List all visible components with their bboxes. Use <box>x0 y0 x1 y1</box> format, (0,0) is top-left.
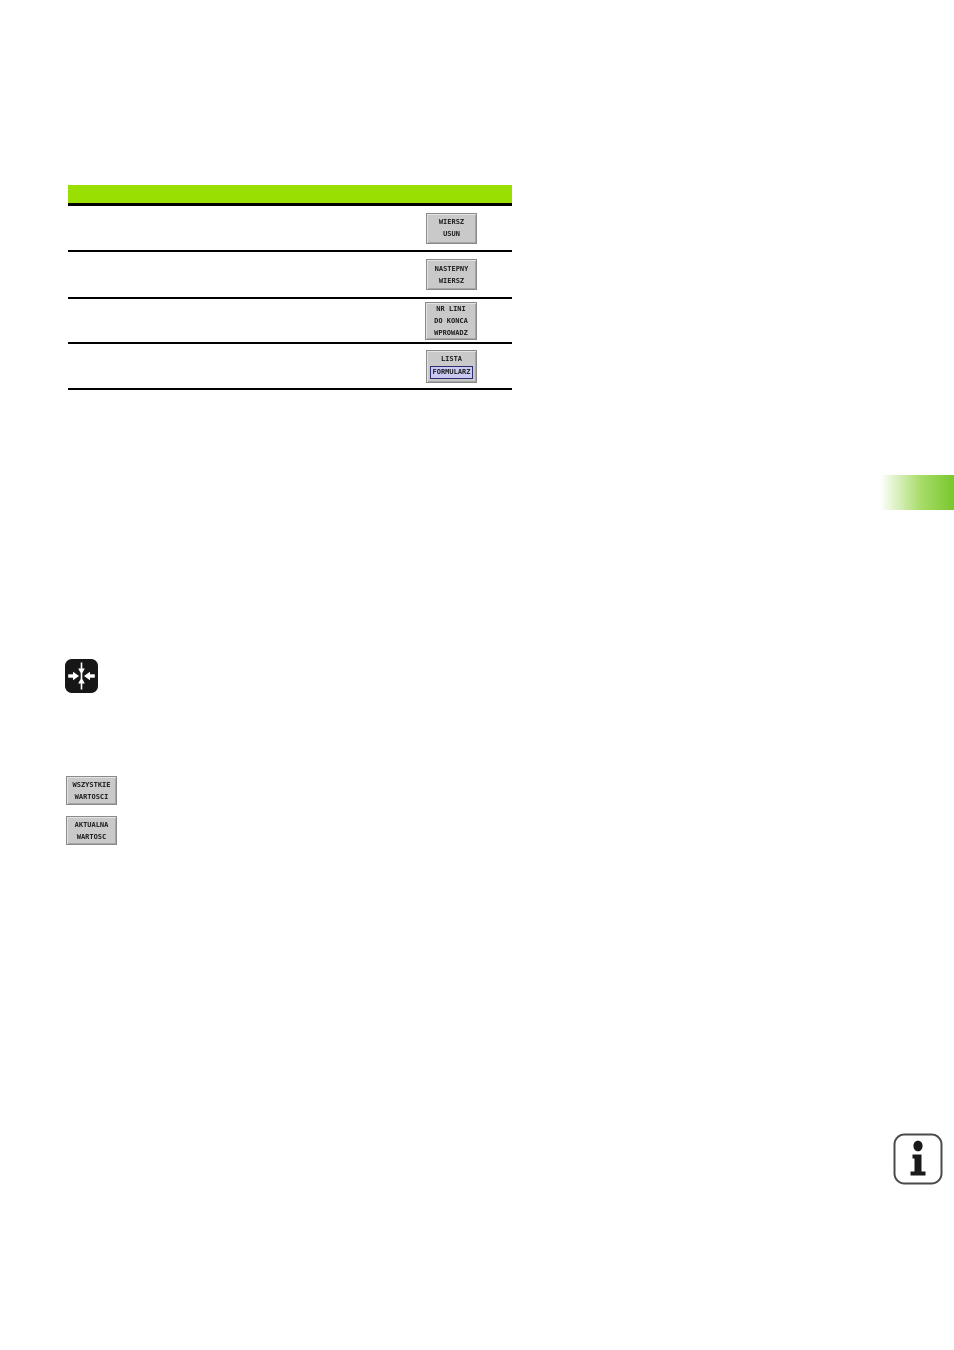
softkey-label: AKTUALNA <box>74 820 109 829</box>
softkey-label: WIERSZ <box>438 276 465 285</box>
softkey-label: NR LINI <box>436 304 466 313</box>
softkey-aktualna-wartosc-wrap: AKTUALNA WARTOSC <box>66 816 117 845</box>
softkey-table: WIERSZ USUN NASTEPNY WIERSZ NR LINI DO K… <box>68 185 512 390</box>
table-row: NR LINI DO KONCA WPROWADZ <box>68 299 512 344</box>
softkey-label: LISTA <box>440 355 463 363</box>
table-header-bar <box>68 185 512 206</box>
actual-position-capture-icon <box>65 659 98 693</box>
softkey-nastepny-wiersz: NASTEPNY WIERSZ <box>426 259 477 290</box>
softkey-label: WPROWADZ <box>434 328 468 337</box>
softkey-label: USUN <box>443 230 460 238</box>
table-row: NASTEPNY WIERSZ <box>68 252 512 299</box>
softkey-label: WSZYSTKIE <box>72 780 111 789</box>
softkey-wszystkie-wartosci-wrap: WSZYSTKIE WARTOSCI <box>66 776 117 805</box>
chapter-tab-gradient <box>880 475 954 510</box>
softkey-label: WARTOSCI <box>74 792 109 801</box>
softkey-label: WARTOSC <box>76 832 107 841</box>
table-row: LISTA FORMULARZ <box>68 344 512 390</box>
softkey-wiersz-usun: WIERSZ USUN <box>426 212 477 244</box>
softkey-wszystkie-wartosci: WSZYSTKIE WARTOSCI <box>66 776 117 805</box>
softkey-lista-formularz: LISTA FORMULARZ <box>426 349 477 383</box>
softkey-nr-lini-do-konca-wprowadz: NR LINI DO KONCA WPROWADZ <box>425 301 477 340</box>
softkey-label: WIERSZ <box>438 218 465 226</box>
softkey-label: DO KONCA <box>434 316 468 325</box>
softkey-aktualna-wartosc: AKTUALNA WARTOSC <box>66 816 117 845</box>
softkey-label: NASTEPNY <box>434 264 469 273</box>
table-row: WIERSZ USUN <box>68 206 512 252</box>
softkey-label-highlighted: FORMULARZ <box>429 366 474 379</box>
info-icon <box>893 1133 943 1185</box>
